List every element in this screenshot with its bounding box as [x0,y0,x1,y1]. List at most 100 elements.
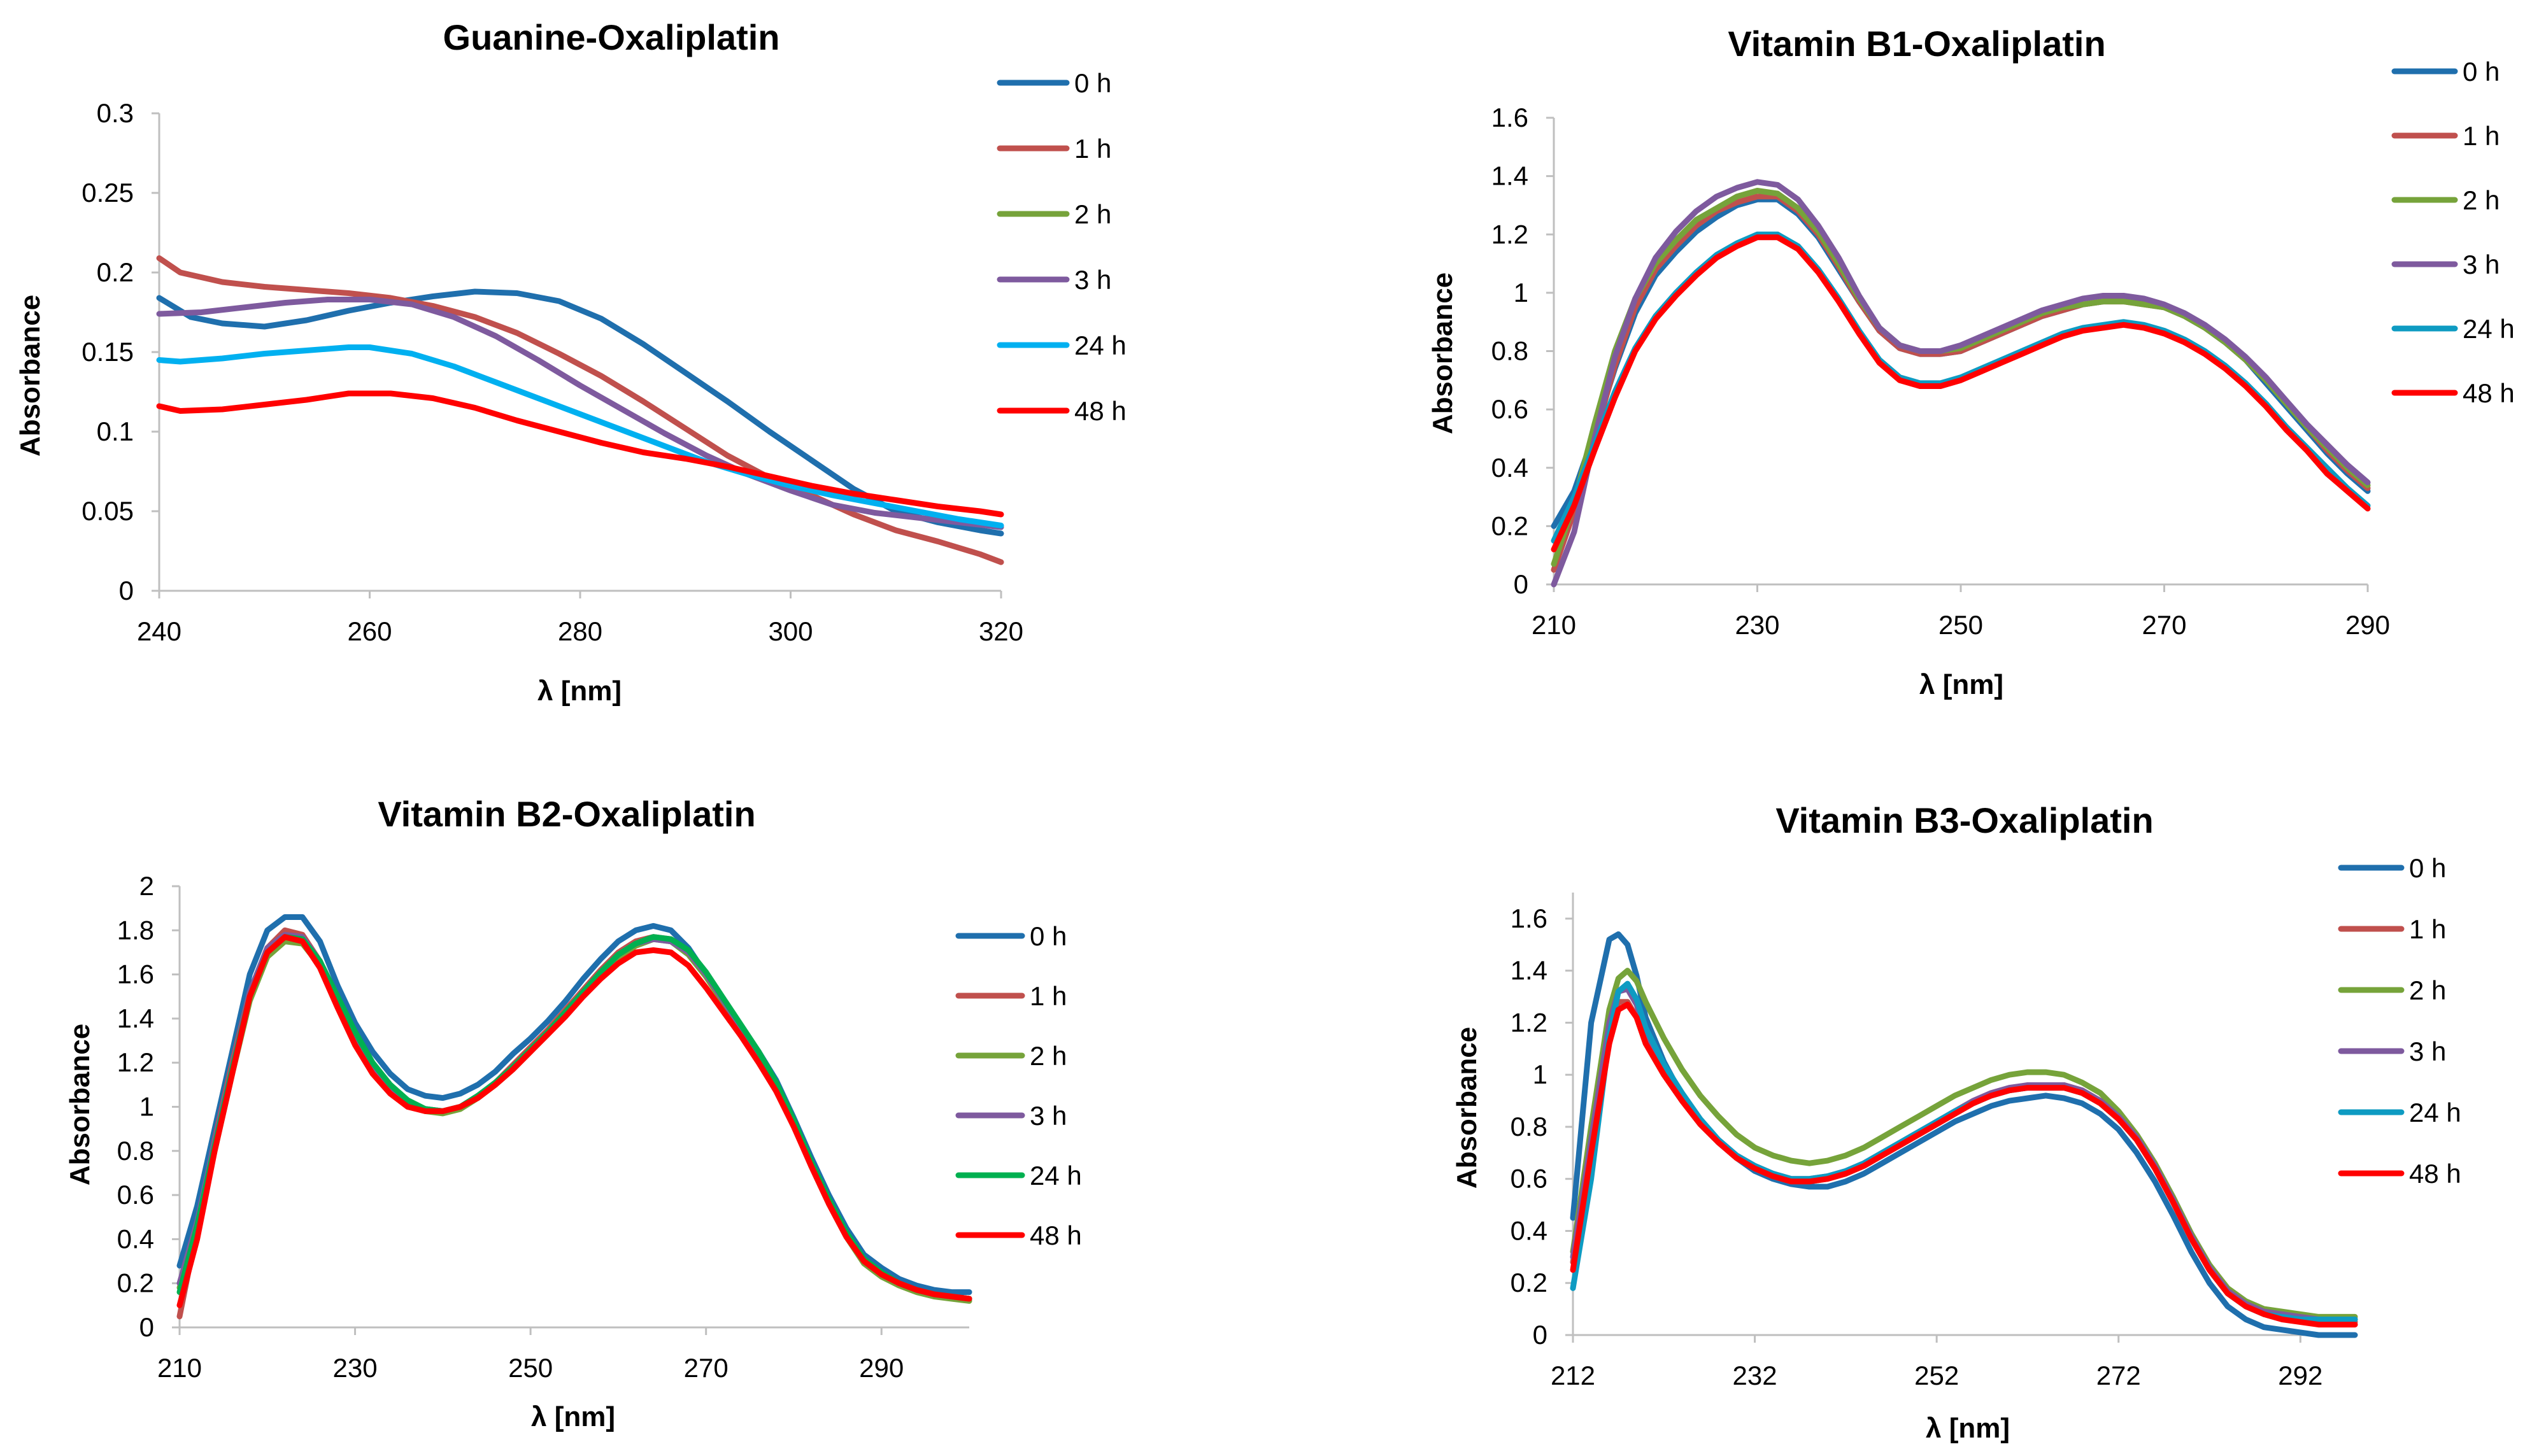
legend-label: 1 h [1030,981,1067,1011]
legend-label: 0 h [1074,68,1111,98]
panel-guanine-title: Guanine-Oxaliplatin [443,17,780,57]
x-tick-label: 240 [137,616,181,646]
y-tick-label: 0.6 [1511,1164,1547,1194]
y-tick-label: 0.2 [117,1268,154,1298]
panel-b3-legend: 0 h 1 h 2 h 3 h 24 h 48 h [2338,853,2461,1189]
y-tick-label: 0.6 [117,1180,154,1210]
y-tick-label: 0.1 [97,416,134,446]
series-line-24h [1570,980,2358,1322]
y-tick-label: 1.4 [117,1003,154,1033]
panel-b2-legend: 0 h 1 h 2 h 3 h 24 h 48 h [955,921,1082,1250]
y-tick-label: 0 [139,1312,154,1342]
y-tick-label: 1.6 [1491,102,1528,132]
legend-label: 1 h [1074,134,1111,164]
series-line-1h [1570,999,2358,1325]
y-tick-label: 0.15 [82,337,134,367]
y-tick-label: 1.4 [1511,956,1547,986]
y-tick-label: 0.4 [117,1224,154,1254]
panel-b1: Vitamin B1-Oxaliplatin λ [nm] Absorbance… [1427,24,2515,700]
legend-label: 0 h [2409,853,2446,883]
legend-label: 0 h [2463,57,2500,87]
x-tick-label: 210 [1532,610,1576,640]
legend-label: 3 h [1074,265,1111,295]
y-tick-label: 0 [119,576,134,605]
x-tick-label: 300 [768,616,813,646]
y-tick-label: 0 [1533,1320,1547,1350]
series-line-24h [156,344,1004,528]
legend-label: 24 h [2409,1098,2461,1127]
panel-b1-ylabel: Absorbance [1427,272,1458,434]
y-tick-label: 1 [1514,278,1528,307]
series-line-3h [1551,179,2371,588]
panel-guanine-xlabel: λ [nm] [537,675,622,707]
panel-b1-xlabel: λ [nm] [1919,669,2003,700]
x-tick-label: 252 [1914,1361,1959,1390]
y-tick-label: 0.8 [1491,336,1528,366]
series-line-48h [1551,234,2371,553]
y-tick-label: 1.2 [1511,1007,1547,1037]
y-tick-label: 0.4 [1491,453,1528,483]
legend-label: 24 h [1030,1161,1082,1191]
x-tick-label: 232 [1733,1361,1777,1390]
y-tick-label: 1.6 [117,959,154,989]
legend-label: 2 h [2463,185,2500,215]
legend-label: 1 h [2463,121,2500,151]
panel-b3-plot: 0 0.2 0.4 0.6 0.8 1 1.2 1.4 1.6 212 232 252 272 292 [1511,893,2358,1390]
panel-b2-plot: 0 0.2 0.4 0.6 0.8 1 1.2 1.4 1.6 1.8 2 210 230 250 270 2… [117,871,972,1383]
x-tick-label: 212 [1551,1361,1595,1390]
y-tick-label: 0.2 [1491,511,1528,541]
panel-b3-ylabel: Absorbance [1451,1027,1483,1189]
y-tick-label: 1 [1533,1059,1547,1089]
panel-b3: Vitamin B3-Oxaliplatin λ [nm] Absorbance… [1451,800,2461,1444]
series-line-2h [1570,968,2358,1320]
panel-b2-title: Vitamin B2-Oxaliplatin [378,794,755,834]
x-tick-label: 270 [2142,610,2186,640]
panel-guanine: Guanine-Oxaliplatin λ [nm] Absorbance 0 0… [15,17,1127,707]
panel-b3-xlabel: λ [nm] [1926,1413,2010,1444]
panel-guanine-legend: 0 h 1 h 2 h 3 h 24 h 48 h [997,68,1127,426]
x-tick-label: 230 [333,1353,378,1383]
series-line-48h [176,934,972,1308]
panel-guanine-ylabel: Absorbance [15,295,46,456]
y-tick-label: 0.25 [82,178,134,208]
series-line-48h [156,390,1004,518]
y-tick-label: 0.3 [97,98,134,128]
panel-b2-xlabel: λ [nm] [531,1401,615,1432]
y-tick-label: 0 [1514,569,1528,599]
x-tick-label: 250 [1938,610,1983,640]
x-tick-label: 292 [2278,1361,2322,1390]
y-tick-label: 1.2 [1491,219,1528,249]
y-tick-label: 1.6 [1511,903,1547,933]
legend-label: 48 h [2409,1159,2461,1189]
panel-b2-ylabel: Absorbance [64,1024,96,1185]
y-tick-label: 0.4 [1511,1215,1547,1245]
x-tick-label: 290 [859,1353,904,1383]
legend-label: 48 h [2463,378,2515,408]
x-tick-label: 230 [1735,610,1779,640]
x-tick-label: 320 [979,616,1023,646]
y-tick-label: 0.6 [1491,394,1528,424]
x-tick-label: 260 [347,616,392,646]
series-line-3h [1570,986,2358,1322]
legend-label: 3 h [2463,250,2500,279]
x-tick-label: 290 [2345,610,2390,640]
y-tick-label: 2 [139,871,154,901]
legend-label: 24 h [2463,314,2515,344]
y-tick-label: 0.2 [97,257,134,287]
legend-label: 3 h [1030,1101,1067,1131]
y-tick-label: 0.8 [117,1136,154,1166]
legend-label: 48 h [1074,396,1127,426]
x-tick-label: 272 [2096,1361,2141,1390]
x-tick-label: 210 [157,1353,202,1383]
series-line-0h [156,288,1004,537]
y-tick-label: 0.2 [1511,1268,1547,1297]
y-tick-label: 0.05 [82,496,134,526]
y-tick-label: 1.2 [117,1047,154,1077]
panel-b3-title: Vitamin B3-Oxaliplatin [1775,800,2153,840]
x-tick-label: 250 [508,1353,553,1383]
x-tick-label: 270 [684,1353,729,1383]
legend-label: 2 h [2409,975,2446,1005]
panel-b1-legend: 0 h 1 h 2 h 3 h 24 h 48 h [2391,57,2515,408]
legend-label: 24 h [1074,330,1127,360]
